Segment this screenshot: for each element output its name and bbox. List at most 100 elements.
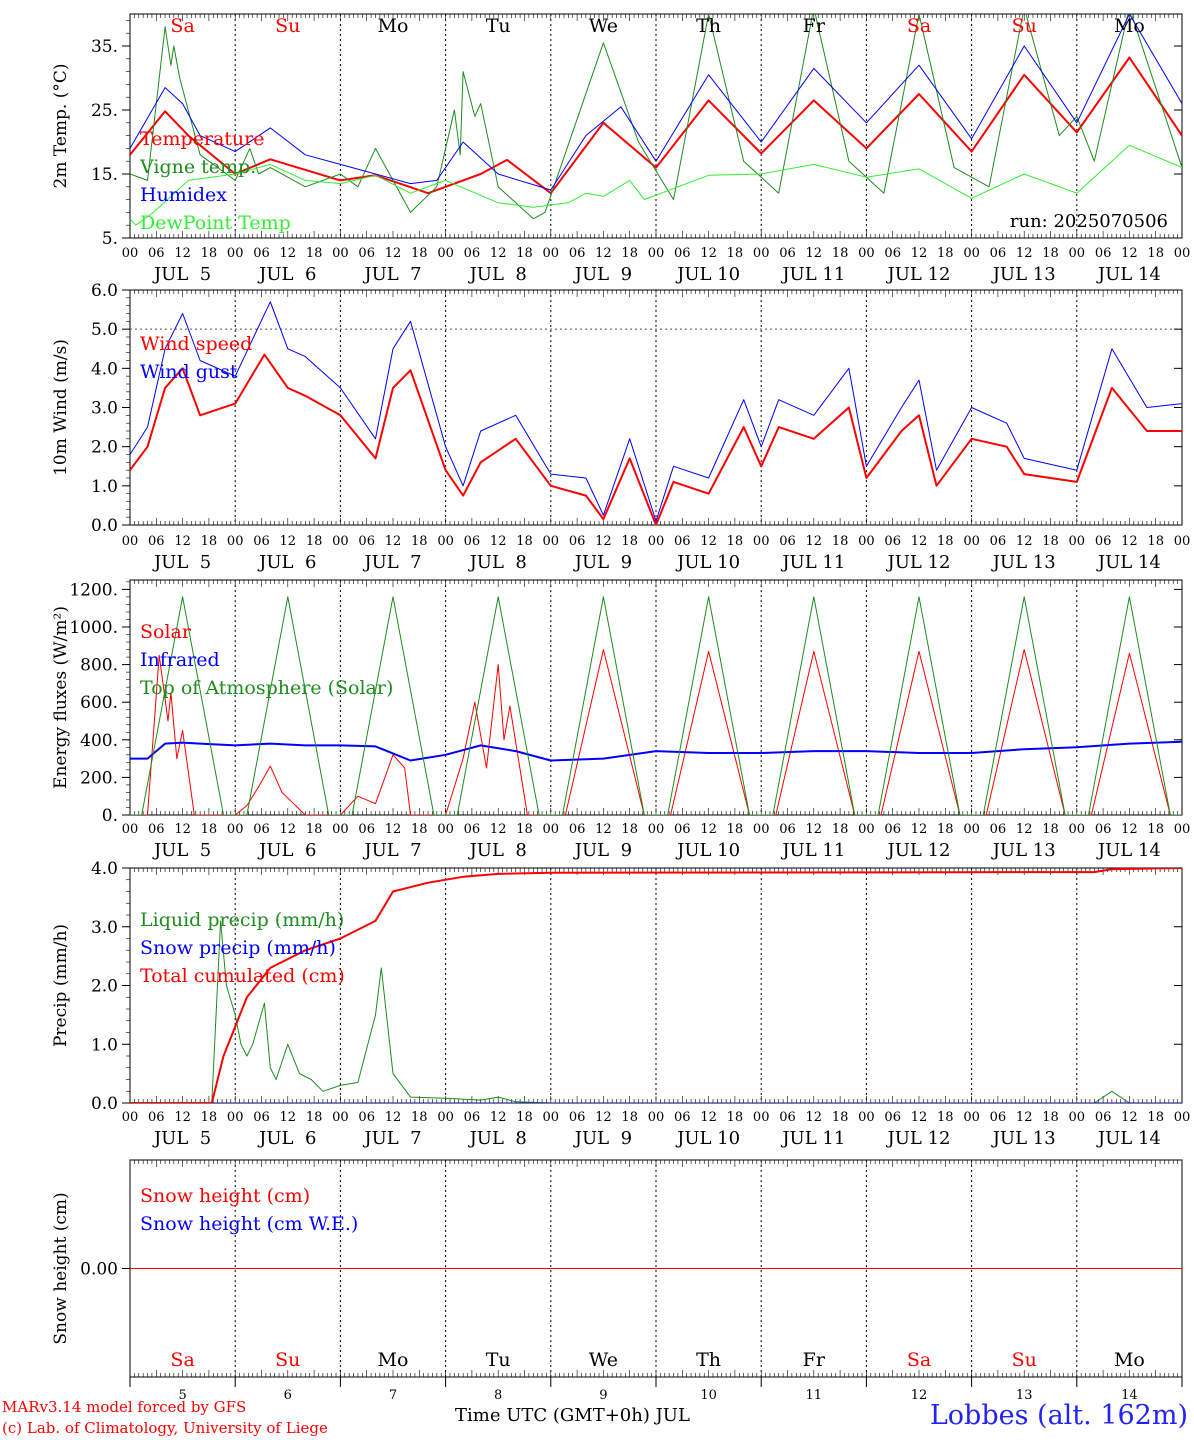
hour-tick-label: 12 [700,534,717,549]
hour-tick-label: 12 [911,534,928,549]
y-tick-label: 4.0 [91,359,118,379]
hour-tick-label: 06 [464,822,481,837]
hour-tick-label: 00 [1069,1110,1086,1125]
hour-tick-label: 06 [779,534,796,549]
hour-tick-label: 18 [516,534,533,549]
y-tick-label: 600. [80,693,118,713]
series-line-wind-gust [130,301,1182,522]
day-label: JUL 9 [573,264,632,285]
hour-tick-label: 06 [148,246,165,261]
y-tick-label: 1.0 [91,477,118,497]
y-tick-label: 1.0 [91,1035,118,1055]
hour-tick-label: 18 [516,1110,533,1125]
hour-tick-label: 00 [1174,822,1191,837]
hour-tick-label: 12 [806,822,823,837]
hour-tick-label: 12 [385,246,402,261]
hour-tick-label: 06 [148,1110,165,1125]
day-label: JUL 5 [152,1128,211,1149]
hour-tick-label: 06 [358,822,375,837]
hour-tick-label: 00 [122,1110,139,1125]
hour-tick-label: 06 [990,822,1007,837]
hour-tick-label: 00 [122,246,139,261]
hour-tick-label: 18 [201,534,218,549]
hour-tick-label: 00 [648,534,665,549]
hour-tick-label: 18 [937,1110,954,1125]
day-number-label: 12 [911,1388,928,1403]
y-tick-label: 0.0 [91,516,118,536]
hour-tick-label: 00 [753,246,770,261]
hour-tick-label: 00 [753,1110,770,1125]
day-number-label: 8 [494,1388,502,1403]
hour-tick-label: 00 [227,246,244,261]
hour-tick-label: 18 [411,534,428,549]
panel-precip: 0.0 1.0 2.0 3.0 4.0 Precip (mm/h) Liquid preci… [51,859,1190,1149]
hour-tick-label: 12 [595,246,612,261]
weekday-label: Th [696,1349,721,1371]
hour-tick-label: 06 [1095,822,1112,837]
hour-tick-label: 00 [858,822,875,837]
panel-snow: 0.00 Snow height (cm) Snow height (cm) Snow… [51,1159,1183,1403]
legend-temperature: Temperature [140,128,264,150]
hour-tick-label: 12 [1121,534,1138,549]
hour-tick-label: 18 [832,1110,849,1125]
weekday-label: Sa [170,1349,194,1371]
legend-wind-gust: Wind gust [140,361,238,383]
hour-tick-label: 00 [858,534,875,549]
weekday-label: Su [1012,1349,1037,1371]
hour-tick-label: 18 [1147,534,1164,549]
hour-tick-label: 06 [464,534,481,549]
y-tick-label: 2.0 [91,977,118,997]
hour-tick-label: 12 [595,822,612,837]
hour-tick-label: 12 [280,246,297,261]
y-axis-label: Energy fluxes (W/m²) [51,606,71,789]
legend-snow-precip-mm-h-: Snow precip (mm/h) [140,937,336,959]
day-label: JUL 10 [675,264,740,285]
legend-humidex: Humidex [140,184,227,206]
series-line-dewpoint-temp [130,144,1182,226]
day-label: JUL 11 [780,264,845,285]
day-label: JUL 13 [991,552,1056,573]
hour-tick-label: 06 [674,246,691,261]
hour-tick-label: 12 [700,822,717,837]
hour-tick-label: 18 [727,246,744,261]
hour-tick-label: 12 [490,822,507,837]
hour-tick-label: 06 [253,534,270,549]
hour-tick-label: 18 [832,822,849,837]
hour-tick-label: 18 [1042,1110,1059,1125]
hour-tick-label: 06 [569,1110,586,1125]
hour-tick-label: 12 [700,246,717,261]
hour-tick-label: 00 [963,822,980,837]
y-tick-label: 800. [80,656,118,676]
hour-tick-label: 12 [1016,246,1033,261]
hour-tick-label: 12 [911,246,928,261]
hour-tick-label: 12 [280,534,297,549]
hour-tick-label: 00 [1174,534,1191,549]
hour-tick-label: 18 [621,822,638,837]
day-label: JUL 13 [991,264,1056,285]
day-label: JUL 12 [886,552,951,573]
hour-tick-label: 06 [884,246,901,261]
day-label: JUL 10 [675,1128,740,1149]
hour-tick-label: 18 [306,246,323,261]
legend-liquid-precip-mm-h-: Liquid precip (mm/h) [140,909,344,931]
hour-tick-label: 00 [437,822,454,837]
day-number-label: 11 [806,1388,823,1403]
y-axis-label: Snow height (cm) [51,1192,71,1344]
hour-tick-label: 12 [280,822,297,837]
hour-tick-label: 00 [753,534,770,549]
day-label: JUL 8 [468,264,527,285]
hour-tick-label: 12 [385,1110,402,1125]
day-label: JUL 7 [362,840,421,861]
panel-energy: 0. 200. 400. 600. 800. 1000. 1200. Energy fluxe… [51,579,1191,861]
hour-tick-label: 12 [806,1110,823,1125]
hour-tick-label: 12 [1016,1110,1033,1125]
y-tick-label: 5.0 [91,320,118,340]
y-tick-label: 6.0 [91,281,118,301]
series-line-humidex [130,14,1182,191]
y-axis-label: Precip (mm/h) [51,924,71,1047]
day-label: JUL 14 [1096,264,1161,285]
hour-tick-label: 18 [1042,534,1059,549]
weekday-label: Tu [486,1349,511,1371]
model-credit: MARv3.14 model forced by GFS [2,1398,247,1416]
